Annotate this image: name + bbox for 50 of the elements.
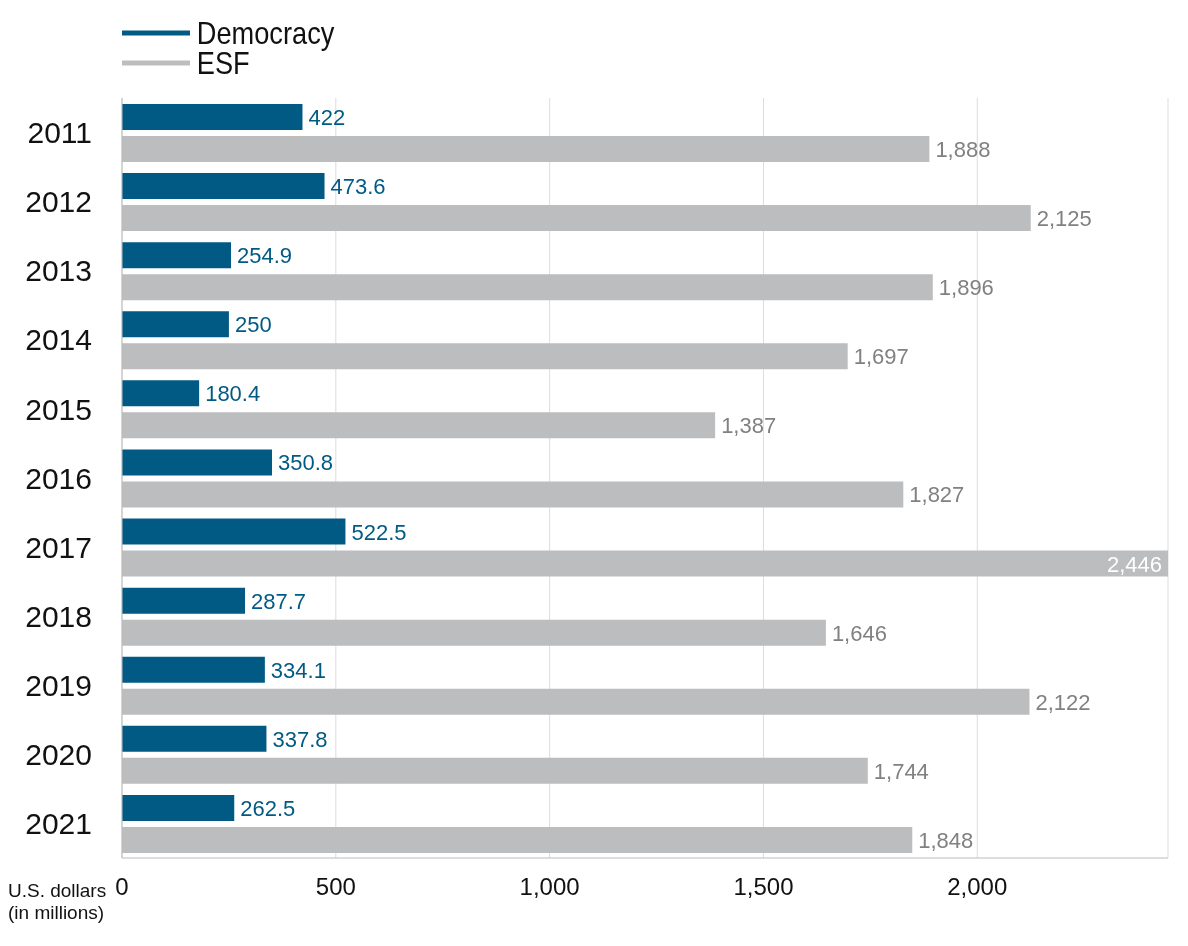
data-label: 287.7 bbox=[251, 588, 307, 614]
x-tick-label: 500 bbox=[315, 873, 356, 901]
x-tick-label: 0 bbox=[115, 873, 129, 901]
data-label: 522.5 bbox=[351, 519, 407, 545]
data-label: 2,125 bbox=[1036, 206, 1092, 232]
bar bbox=[122, 518, 346, 545]
data-label: 350.8 bbox=[278, 450, 334, 476]
y-tick-label: 2019 bbox=[25, 668, 92, 702]
data-label: 334.1 bbox=[270, 657, 326, 683]
data-label: 337.8 bbox=[272, 726, 328, 752]
data-label: 1,888 bbox=[935, 137, 991, 162]
y-tick-label: 2014 bbox=[25, 323, 92, 357]
data-label: 422 bbox=[308, 105, 346, 130]
bar bbox=[122, 311, 229, 338]
data-label: 1,387 bbox=[721, 413, 777, 439]
bar bbox=[122, 380, 200, 407]
data-label: 254.9 bbox=[237, 243, 293, 269]
x-tick-label: 1,000 bbox=[519, 873, 580, 901]
data-label: 250 bbox=[234, 312, 272, 338]
y-tick-label: 2013 bbox=[25, 254, 92, 288]
bar bbox=[122, 173, 325, 200]
bar bbox=[122, 725, 267, 752]
bar bbox=[122, 242, 231, 269]
bar bbox=[122, 794, 235, 821]
data-label: 1,827 bbox=[909, 482, 965, 508]
data-label: 473.6 bbox=[330, 174, 386, 200]
data-label: 1,646 bbox=[831, 620, 887, 646]
data-label: 1,697 bbox=[853, 344, 909, 370]
y-tick-label: 2012 bbox=[25, 185, 92, 219]
y-tick-label: 2015 bbox=[25, 392, 92, 426]
data-label: 1,896 bbox=[938, 275, 994, 301]
y-tick-label: 2020 bbox=[25, 738, 92, 772]
y-tick-label: 2011 bbox=[27, 116, 92, 150]
data-label: 180.4 bbox=[205, 381, 261, 407]
bar bbox=[122, 656, 265, 683]
y-tick-label: 2016 bbox=[25, 461, 92, 495]
data-label: 2,122 bbox=[1035, 689, 1091, 715]
x-tick-label: 1,500 bbox=[733, 873, 794, 901]
y-tick-label: 2021 bbox=[25, 807, 92, 841]
bar bbox=[122, 587, 246, 614]
data-label: 1,744 bbox=[873, 758, 929, 784]
data-label: 262.5 bbox=[240, 795, 296, 821]
bar bbox=[122, 104, 303, 130]
x-tick-label: 2,000 bbox=[947, 873, 1008, 901]
data-label: 1,848 bbox=[918, 827, 974, 853]
bar bbox=[122, 449, 273, 476]
data-label: 2,446 bbox=[1106, 551, 1162, 577]
x-axis-title: U.S. dollars (in millions) bbox=[8, 880, 107, 923]
y-tick-label: 2017 bbox=[25, 530, 92, 564]
y-tick-label: 2018 bbox=[25, 599, 92, 633]
